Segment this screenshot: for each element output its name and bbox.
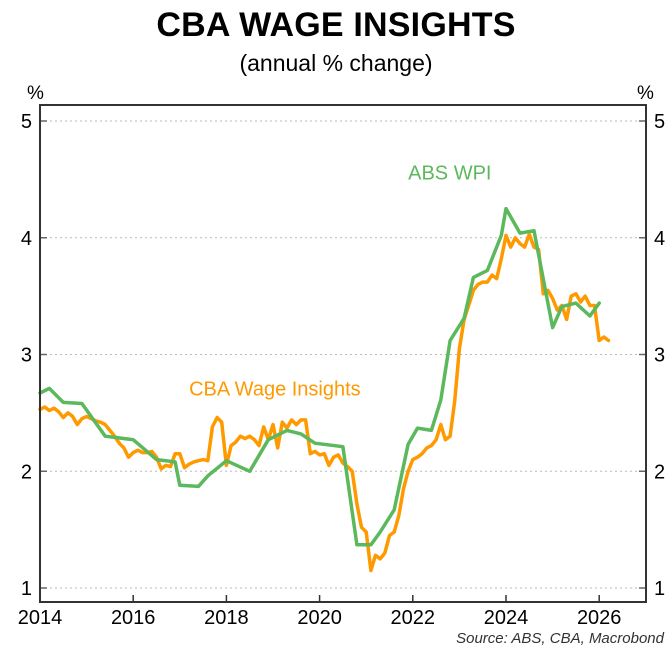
x-tick-label: 2024 xyxy=(484,607,529,629)
left-axis-unit: % xyxy=(27,83,44,104)
right-axis-unit: % xyxy=(637,83,654,104)
y-tick-label-right: 2 xyxy=(654,461,665,483)
cba-line xyxy=(38,232,611,573)
y-tick-label-right: 1 xyxy=(654,578,665,600)
data-series xyxy=(38,206,611,573)
y-tick-label-right: 3 xyxy=(654,345,665,367)
source-note: Source: ABS, CBA, Macrobond xyxy=(456,630,664,647)
plot-frame xyxy=(39,104,647,603)
wpi-line xyxy=(38,206,601,547)
y-tick-label-right: 5 xyxy=(654,111,665,133)
y-tick-label-left: 3 xyxy=(21,345,32,367)
x-tick-label: 2026 xyxy=(577,607,622,629)
gridlines xyxy=(40,120,646,589)
x-tick-label: 2022 xyxy=(391,607,436,629)
x-tick-label: 2014 xyxy=(18,607,63,629)
x-tick-label: 2016 xyxy=(111,607,156,629)
x-tick-label: 2020 xyxy=(297,607,342,629)
y-tick-label-right: 4 xyxy=(654,228,665,250)
wpi-series-label: ABS WPI xyxy=(408,162,491,184)
x-tick-label: 2018 xyxy=(204,607,249,629)
annotations: ABS WPI CBA Wage Insights xyxy=(189,162,491,400)
y-tick-label-left: 2 xyxy=(21,461,32,483)
cba-series-label: CBA Wage Insights xyxy=(189,378,361,400)
axis-ticks: 1 1 2 2 3 3 4 4 5 5 2014 2016 2018 2020 2022 2024 2026 xyxy=(18,111,665,629)
y-tick-label-left: 1 xyxy=(21,578,32,600)
chart-subtitle: (annual % change) xyxy=(239,50,433,76)
y-tick-label-left: 5 xyxy=(21,111,32,133)
chart-title: CBA WAGE INSIGHTS xyxy=(156,6,516,44)
y-tick-label-left: 4 xyxy=(21,228,32,250)
